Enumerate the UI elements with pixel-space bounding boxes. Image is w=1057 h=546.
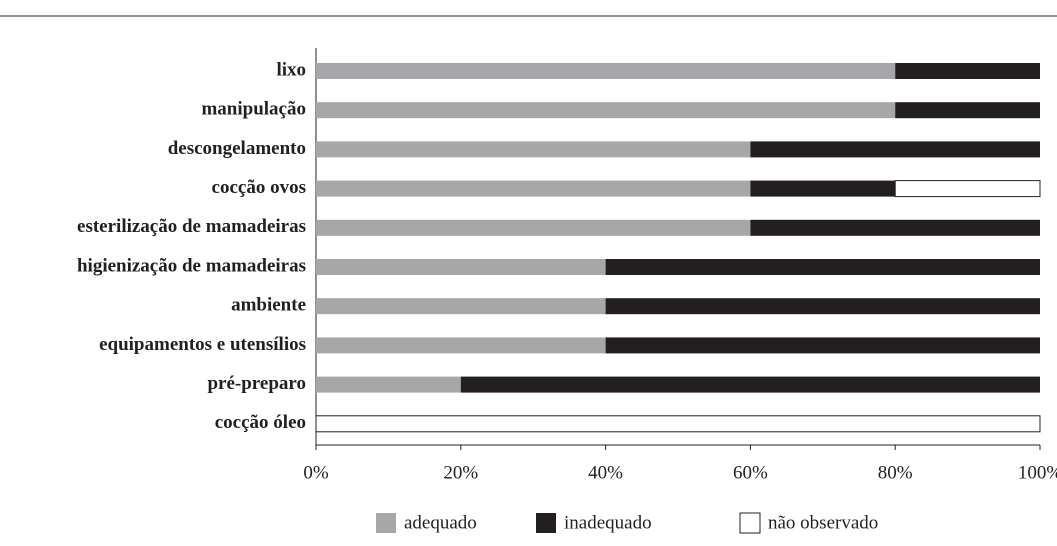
bar-segment	[895, 102, 1040, 119]
bar-segment	[316, 102, 896, 119]
category-label: manipulação	[201, 99, 306, 120]
category-label: pré-preparo	[207, 373, 306, 394]
x-tick-label: 100%	[1018, 462, 1057, 483]
legend-swatch	[739, 512, 761, 534]
x-tick-label: 0%	[303, 462, 329, 483]
category-label: cocção óleo	[215, 412, 306, 433]
category-label: ambiente	[231, 295, 306, 316]
x-tick-label: 20%	[443, 462, 478, 483]
legend-label: inadequado	[564, 512, 652, 533]
category-label: equipamentos e utensílios	[99, 334, 306, 355]
legend-swatch	[376, 513, 396, 533]
legend-swatch	[536, 513, 556, 533]
category-label: esterilização de mamadeiras	[77, 216, 306, 237]
x-tick-label: 60%	[733, 462, 768, 483]
category-label: lixo	[276, 59, 306, 80]
bar-segment	[316, 180, 751, 197]
category-label: cocção ovos	[212, 177, 306, 198]
legend-label: não observado	[768, 512, 878, 533]
bar-segment	[895, 63, 1040, 79]
bar-segment	[750, 180, 896, 197]
x-tick-label: 80%	[878, 462, 913, 483]
category-label: descongelamento	[168, 138, 306, 159]
bar-segment	[750, 141, 1040, 158]
bar-segment	[460, 376, 1040, 393]
bar-segment	[316, 219, 751, 236]
bar-segment	[316, 259, 606, 275]
x-tick-label: 40%	[588, 462, 623, 483]
bar-segment	[316, 376, 461, 393]
category-label: higienização de mamadeiras	[77, 255, 306, 276]
bar-segment	[316, 63, 896, 79]
bar-segment	[315, 415, 1041, 433]
bar-segment	[605, 337, 1040, 354]
bar-segment	[605, 259, 1040, 275]
bar-segment	[750, 219, 1040, 236]
bar-segment	[316, 141, 751, 158]
bar-segment	[605, 298, 1040, 315]
bar-segment	[316, 298, 606, 315]
bar-segment	[894, 180, 1041, 198]
legend-label: adequado	[404, 512, 477, 533]
bar-segment	[316, 337, 606, 354]
